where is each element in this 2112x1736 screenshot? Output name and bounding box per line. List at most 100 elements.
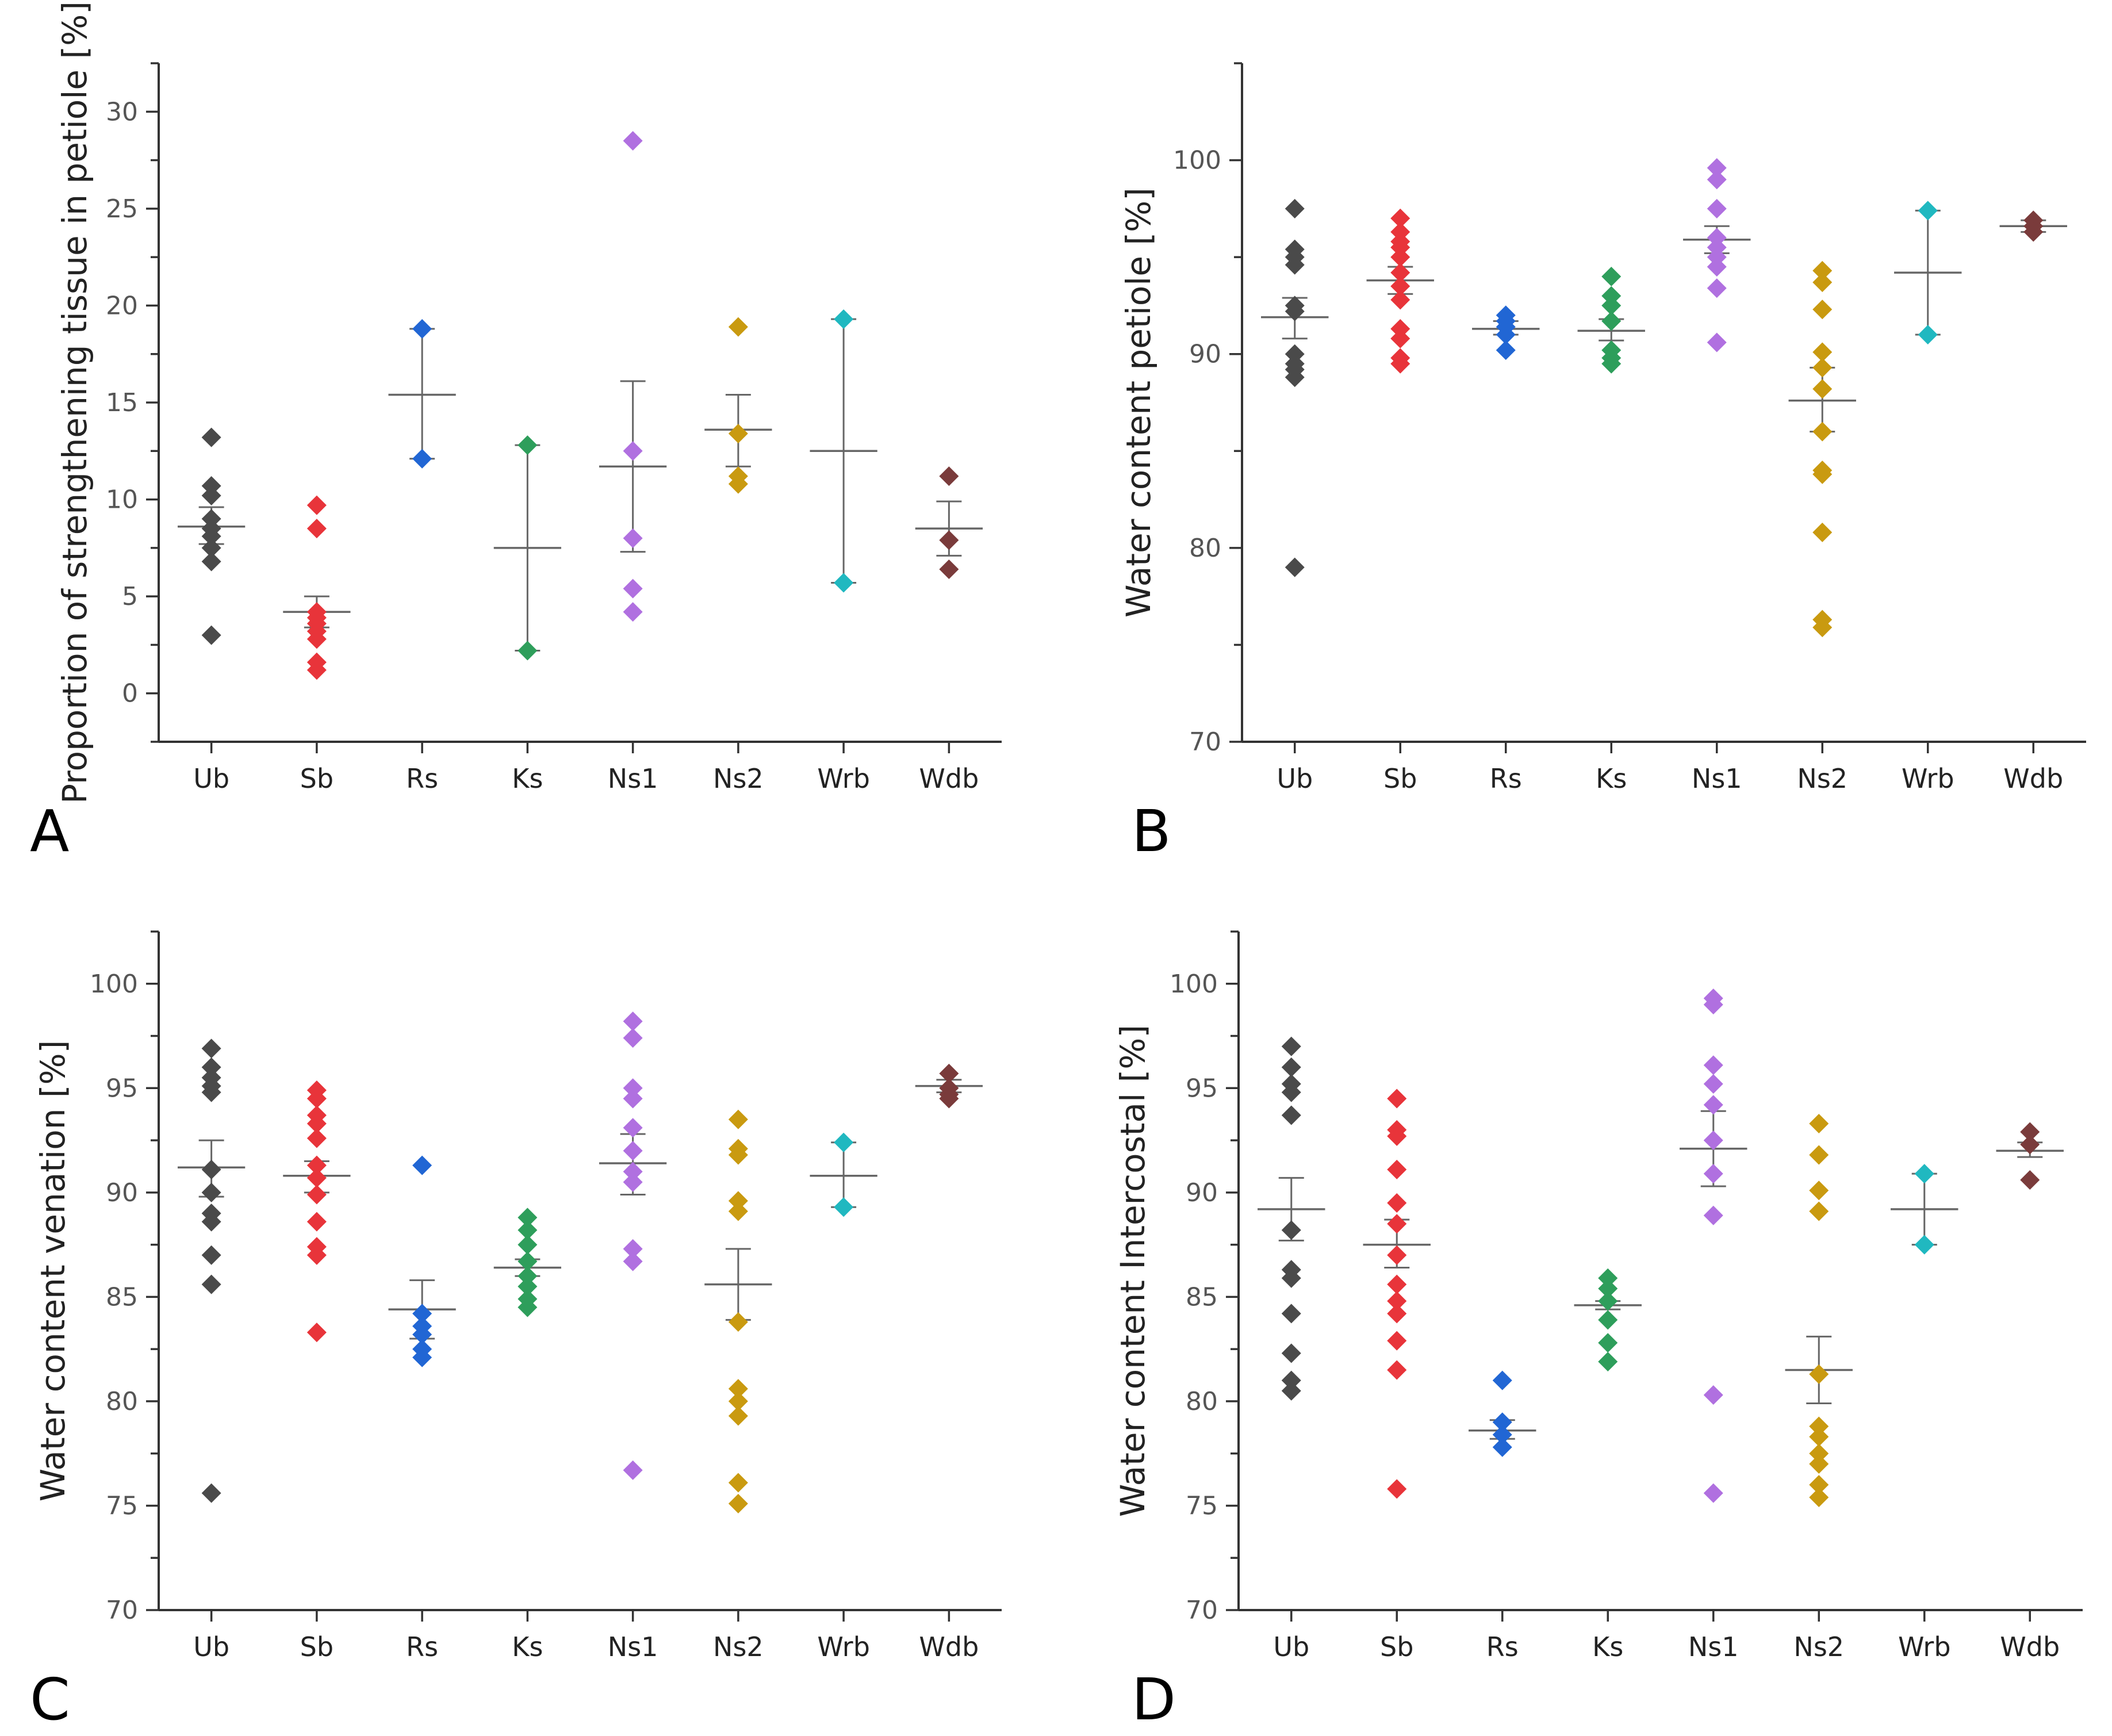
data-point-ns1: [1707, 332, 1727, 352]
data-point-ns1: [1707, 170, 1727, 190]
data-point-ub: [1285, 255, 1305, 275]
x-tick-label-wdb: Wdb: [919, 763, 979, 794]
data-point-ub: [1281, 1370, 1301, 1390]
y-tick-label: 70: [1186, 1596, 1218, 1625]
x-tick-label-ks: Ks: [1596, 763, 1627, 794]
data-point-sb: [1387, 1479, 1407, 1499]
data-point-wdb: [2020, 1135, 2040, 1155]
data-point-ns1: [623, 1239, 643, 1259]
data-point-ks: [1601, 296, 1622, 316]
data-point-ub: [201, 427, 221, 447]
data-point-ns1: [623, 1078, 643, 1098]
data-point-ks: [1598, 1268, 1618, 1288]
y-tick-label: 100: [1170, 969, 1218, 999]
data-point-ks: [518, 1235, 538, 1255]
x-tick-label-rs: Rs: [406, 763, 438, 794]
panel-d-chart: 70 75 80 85 90 95 100 Ub Sb Rs Ks Ns1 Ns2 Wrb Wdb Water…: [1113, 930, 2083, 1733]
data-point-wdb: [939, 559, 959, 579]
x-tick-label-wrb: Wrb: [1902, 763, 1954, 794]
data-point-ns2: [728, 1201, 748, 1221]
data-point-wdb: [939, 530, 959, 550]
data-point-rs: [1496, 340, 1516, 360]
data-point-ns2: [728, 317, 748, 337]
data-point-rs: [1496, 325, 1516, 344]
data-point-ks: [1601, 354, 1622, 374]
panel-b-chart: 70 80 90 100 Ub Sb Rs Ks Ns1 Ns2 Wrb Wdb Water conte…: [1119, 62, 2086, 865]
y-tick-label: 75: [1186, 1491, 1218, 1520]
data-point-ub: [201, 485, 221, 505]
data-point-sb: [306, 495, 327, 515]
data-point-ns1: [1703, 1385, 1723, 1405]
data-point-rs: [412, 1347, 432, 1367]
data-point-sb: [1390, 290, 1410, 310]
data-point-wrb: [834, 1197, 854, 1217]
x-tick-label-ns2: Ns2: [1797, 763, 1847, 794]
data-point-ns2: [728, 1493, 748, 1513]
x-tick-label-ns2: Ns2: [1793, 1631, 1844, 1662]
data-point-sb: [306, 1168, 327, 1188]
x-tick-label-wdb: Wdb: [2000, 1631, 2060, 1662]
data-point-ub: [1281, 1082, 1301, 1102]
panel-a-chart: 0 5 10 15 20 25 30 Ub Sb Rs Ks Ns1 Ns2 Wrb Wdb Proporti…: [30, 1, 1002, 865]
data-point-ns2: [1812, 464, 1833, 484]
data-point-ns2: [728, 474, 748, 494]
data-point-ns1: [1707, 278, 1727, 298]
data-point-sb: [1387, 1331, 1407, 1351]
data-point-ns1: [623, 1172, 643, 1192]
data-point-ns2: [1812, 260, 1833, 281]
data-point-wrb: [834, 309, 854, 329]
y-tick-label: 85: [1186, 1282, 1218, 1312]
x-tick-label-sb: Sb: [300, 1631, 334, 1662]
data-point-ns2: [1812, 618, 1833, 638]
x-tick-label-ns1: Ns1: [608, 763, 658, 794]
data-point-sb: [306, 519, 327, 539]
data-point-sb: [306, 1089, 327, 1109]
data-point-ns1: [1707, 158, 1727, 178]
x-tick-label-wdb: Wdb: [919, 1631, 979, 1662]
data-point-ns2: [728, 1145, 748, 1165]
data-point-ub: [1281, 1220, 1301, 1240]
data-point-ns1: [623, 1028, 643, 1048]
data-point-sb: [1387, 1193, 1407, 1213]
data-point-ns1: [1703, 1055, 1723, 1075]
data-point-ks: [518, 435, 538, 455]
data-point-rs: [412, 449, 432, 469]
data-point-ns2: [728, 1191, 748, 1211]
data-point-ns1: [1703, 1205, 1723, 1225]
x-tick-label-ns1: Ns1: [608, 1631, 658, 1662]
data-point-sb: [1387, 1089, 1407, 1109]
data-point-sb: [1387, 1360, 1407, 1380]
data-point-wrb: [1914, 1235, 1934, 1255]
data-point-ns2: [1809, 1114, 1829, 1134]
y-tick-label: 25: [106, 194, 138, 224]
y-tick-label: 90: [1186, 1178, 1218, 1208]
data-point-wdb: [939, 1063, 959, 1083]
data-point-ub: [1285, 367, 1305, 388]
y-tick-label: 75: [106, 1491, 138, 1520]
data-point-ub: [201, 1182, 221, 1202]
data-point-ks: [1598, 1278, 1618, 1298]
data-point-rs: [1492, 1425, 1512, 1445]
data-point-wrb: [1914, 1164, 1934, 1184]
data-point-sb: [1390, 354, 1410, 374]
data-point-ub: [201, 1212, 221, 1232]
data-point-ub: [1281, 1343, 1301, 1363]
data-point-wrb: [834, 1132, 854, 1152]
data-point-ub: [201, 1245, 221, 1265]
data-point-ns1: [1707, 198, 1727, 219]
x-tick-label-ub: Ub: [1277, 763, 1313, 794]
y-tick-label: 90: [106, 1178, 138, 1208]
data-point-ns2: [728, 1406, 748, 1426]
data-point-ns2: [1809, 1364, 1829, 1384]
data-point-ks: [1598, 1351, 1618, 1371]
data-point-ub: [1281, 1057, 1301, 1077]
data-point-ns1: [1703, 1074, 1723, 1094]
x-tick-label-sb: Sb: [300, 763, 334, 794]
data-point-ub: [1285, 301, 1305, 321]
y-tick-label: 100: [1173, 146, 1221, 175]
data-point-ns2: [1809, 1181, 1829, 1201]
data-point-ns2: [1809, 1416, 1829, 1436]
data-point-wdb: [939, 466, 959, 486]
data-point-ub: [1281, 1268, 1301, 1288]
y-axis-title: Water content petiole [%]: [1119, 187, 1158, 618]
